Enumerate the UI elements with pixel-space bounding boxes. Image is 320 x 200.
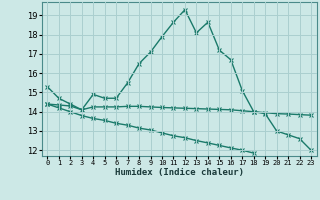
X-axis label: Humidex (Indice chaleur): Humidex (Indice chaleur) — [115, 168, 244, 177]
